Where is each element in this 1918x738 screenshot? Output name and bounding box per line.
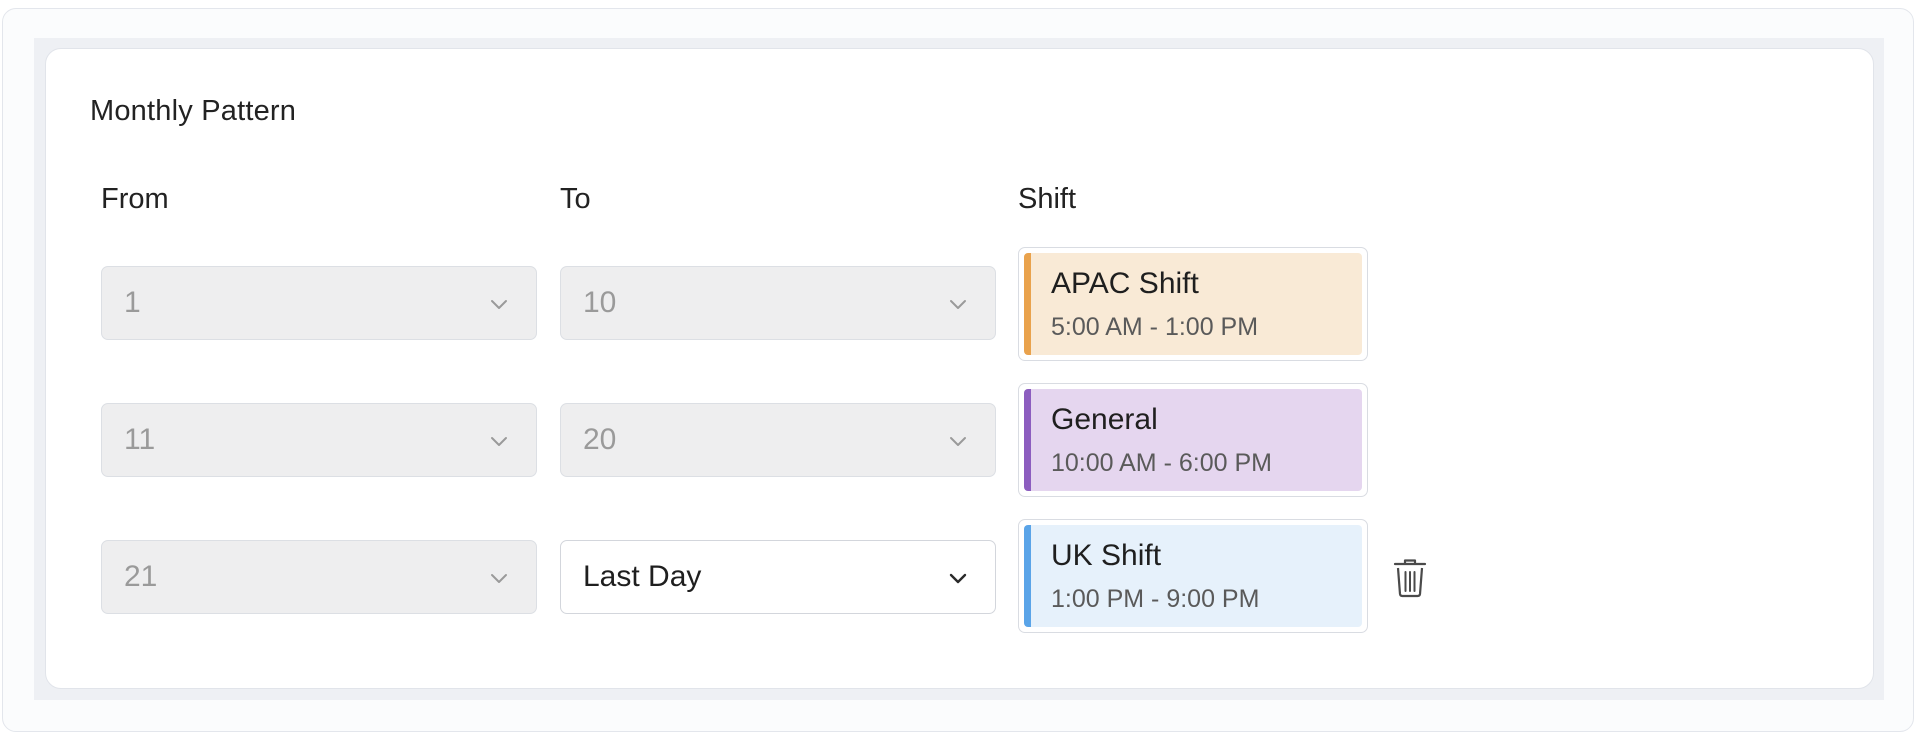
- shift-name: UK Shift: [1051, 539, 1162, 572]
- shift-time: 1:00 PM - 9:00 PM: [1051, 585, 1260, 613]
- chevron-down-icon: [950, 300, 966, 309]
- from-select-row-1: 1: [101, 266, 537, 340]
- from-value: 11: [124, 423, 156, 456]
- from-value: 21: [124, 560, 158, 593]
- section-title: Monthly Pattern: [90, 95, 297, 127]
- shift-time: 10:00 AM - 6:00 PM: [1051, 449, 1272, 477]
- from-select-row-2: 11: [101, 403, 537, 477]
- from-select-row-3: 21: [101, 540, 537, 614]
- shift-time: 5:00 AM - 1:00 PM: [1051, 313, 1259, 341]
- to-select-row-1: 10: [560, 266, 996, 340]
- shift-card-row-3[interactable]: UK Shift 1:00 PM - 9:00 PM: [1018, 519, 1368, 633]
- column-header-shift: Shift: [1018, 183, 1077, 215]
- column-header-from: From: [101, 183, 169, 215]
- to-select-row-3[interactable]: Last Day: [560, 540, 996, 614]
- to-value: Last Day: [583, 560, 702, 593]
- to-value: 20: [583, 423, 617, 456]
- shift-card-row-2[interactable]: General 10:00 AM - 6:00 PM: [1018, 383, 1368, 497]
- shift-card-fill: General 10:00 AM - 6:00 PM: [1024, 389, 1362, 491]
- trash-icon[interactable]: [1393, 558, 1427, 598]
- from-value: 1: [124, 286, 141, 319]
- chevron-down-icon[interactable]: [947, 567, 969, 589]
- chevron-down-icon: [950, 437, 966, 446]
- to-select-row-2: 20: [560, 403, 996, 477]
- chevron-down-icon: [491, 437, 507, 446]
- to-value: 10: [583, 286, 617, 319]
- shift-card-fill: UK Shift 1:00 PM - 9:00 PM: [1024, 525, 1362, 627]
- shift-name: APAC Shift: [1051, 267, 1199, 300]
- column-header-to: To: [560, 183, 591, 215]
- shift-name: General: [1051, 403, 1158, 436]
- chevron-down-icon: [491, 300, 507, 309]
- shift-card-row-1[interactable]: APAC Shift 5:00 AM - 1:00 PM: [1018, 247, 1368, 361]
- chevron-down-icon: [491, 574, 507, 583]
- shift-card-fill: APAC Shift 5:00 AM - 1:00 PM: [1024, 253, 1362, 355]
